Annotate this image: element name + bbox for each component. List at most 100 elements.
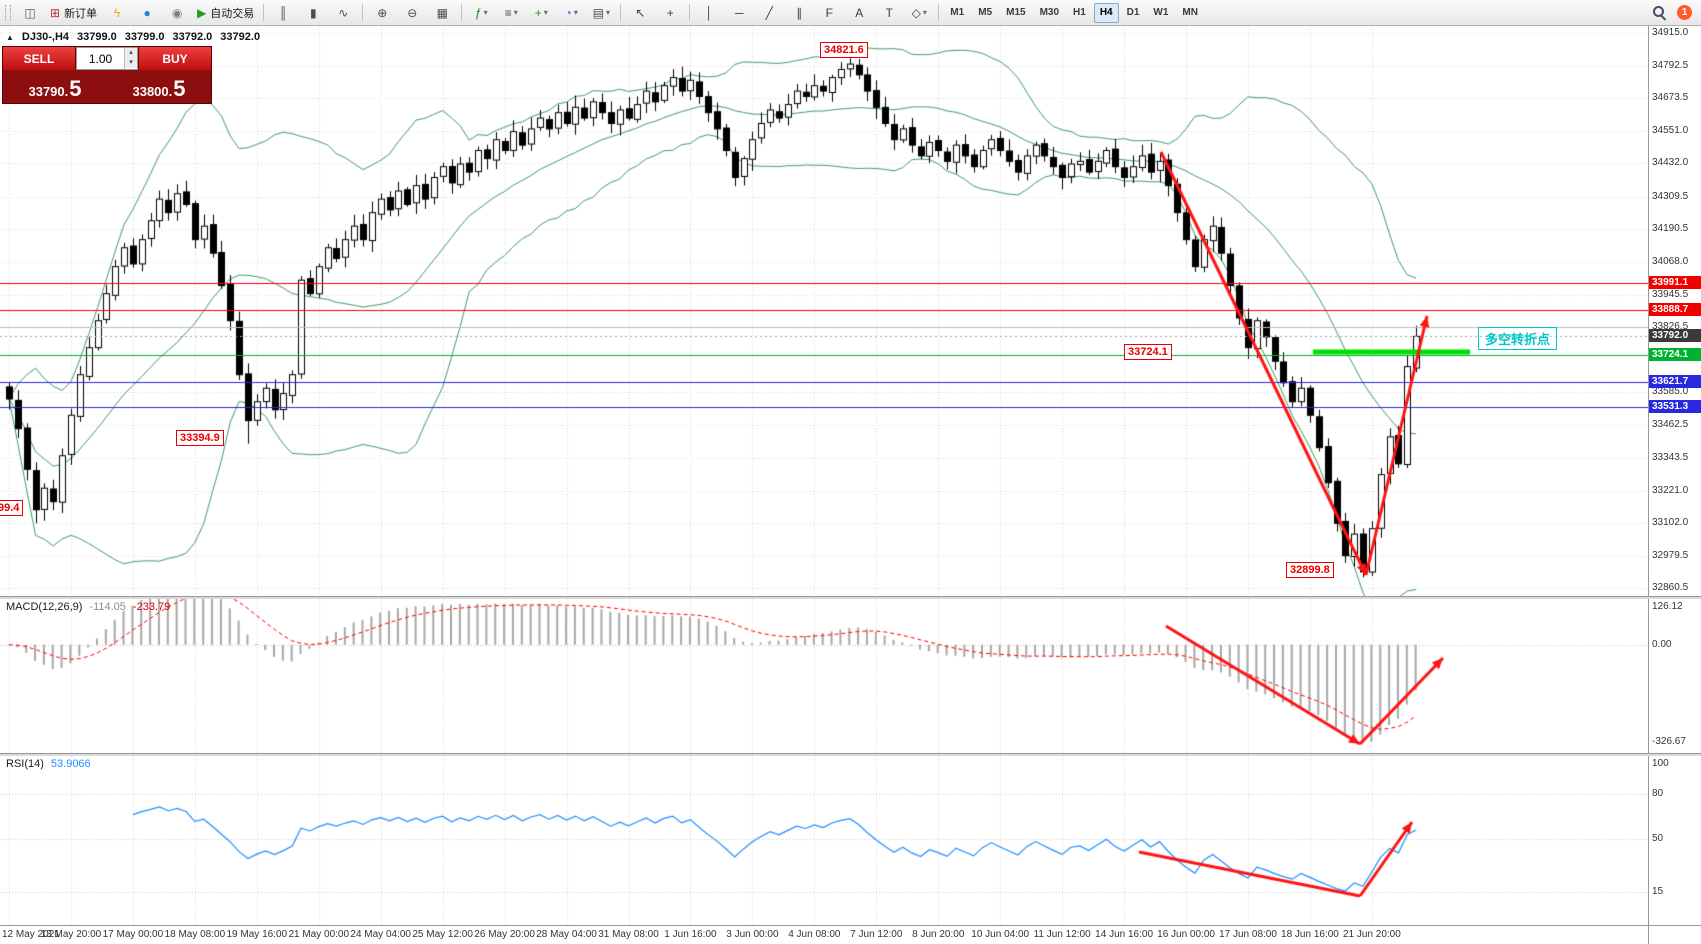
toolbar-button-zoom-out[interactable]: ⊖ (398, 2, 426, 24)
toolbar-button-indicator-list[interactable]: ≡ ▾ (497, 2, 525, 24)
candlestick-chart-icon: ▮ (309, 5, 317, 20)
volume-up-icon[interactable]: ▴ (125, 48, 137, 58)
timeframe-button-h1[interactable]: H1 (1073, 7, 1086, 18)
toolbar-button-tile-windows[interactable]: ▦ (428, 2, 456, 24)
toolbar-button-template[interactable]: ▤ ▾ (587, 2, 615, 24)
price-tick: 34309.5 (1652, 190, 1689, 202)
toolbar-button-period-selector[interactable]: ◔ ▾ (557, 2, 585, 24)
trade-panel-prices-row: 33790. 5 33800. 5 (3, 70, 211, 103)
toolbar-separator (263, 4, 265, 21)
main-chart-canvas[interactable] (0, 26, 1648, 596)
timeframe-button-m15[interactable]: M15 (1006, 7, 1026, 18)
toolbar-button-horizontal-line[interactable]: ─ (725, 2, 753, 24)
timeframe-button-d1[interactable]: D1 (1126, 7, 1140, 18)
timeframe-button-w1[interactable]: W1 (1153, 7, 1169, 18)
annotation-label[interactable]: 多空转折点 (1478, 327, 1558, 350)
toolbar-button-text-label[interactable]: T (875, 2, 903, 24)
toolbar-button-add-object[interactable]: + ▾ (527, 2, 555, 24)
toolbar-button-text[interactable]: A (845, 2, 873, 24)
horizontal-line-icon: ─ (735, 5, 744, 20)
buy-button[interactable]: BUY (138, 47, 211, 70)
toolbar-button-fibonacci[interactable]: F (815, 2, 843, 24)
toolbar-button-trendline[interactable]: ╱ (755, 2, 783, 24)
toolbar-button-cursor[interactable]: ↖ (626, 2, 654, 24)
line-chart-icon: ∿ (338, 5, 349, 20)
toolbar-grip[interactable] (5, 4, 11, 21)
buy-price-text: 33800. (132, 84, 173, 99)
template-icon: ▤ (592, 5, 604, 20)
time-label: 28 May 04:00 (536, 929, 597, 940)
price-callout[interactable]: 33394.9 (176, 430, 224, 446)
search-handle-icon (1660, 15, 1667, 21)
time-label: 3 Jun 00:00 (726, 929, 779, 940)
sell-price: 33790. 5 (3, 70, 107, 103)
timeframe-button-h4[interactable]: H4 (1093, 2, 1119, 23)
time-axis[interactable]: 12 May 2021 13 May 20:00 17 May 00:00 18 Ma… (0, 925, 1701, 944)
notification-badge[interactable]: 1 (1677, 5, 1692, 20)
price-tag: 33724.1 (1649, 347, 1701, 361)
time-label: 25 May 12:00 (412, 929, 473, 940)
timeframe-button-mn[interactable]: MN (1182, 7, 1198, 18)
dropdown-arrow-icon: ▾ (543, 8, 548, 17)
new-order-icon: ⊞ (50, 5, 61, 20)
macd-indicator-canvas[interactable] (0, 599, 1648, 753)
period-selector-icon: ◔ (564, 5, 572, 20)
search-icon[interactable] (1651, 4, 1668, 21)
toolbar-button-line-chart[interactable]: ∿ (329, 2, 357, 24)
price-callout[interactable]: 33724.1 (1124, 344, 1172, 360)
toolbar-button-indicators[interactable]: ƒ ▾ (467, 2, 495, 24)
time-label: 21 May 00:00 (288, 929, 350, 940)
toolbar-button-quick-trading[interactable]: ϟ (103, 2, 131, 24)
price-scale-border (1648, 26, 1649, 944)
volume-field[interactable]: 1.00 ▴ ▾ (76, 47, 138, 70)
trade-panel-toggle-icon[interactable]: ▲ (6, 32, 14, 42)
toolbar-button-bar-chart[interactable]: ║ (269, 2, 297, 24)
dropdown-arrow-icon: ▾ (922, 8, 927, 17)
toolbar-button-market-watch[interactable]: ● (133, 2, 161, 24)
toolbar-button-zoom-in[interactable]: ⊕ (368, 2, 396, 24)
toolbar-button-equidistant-channel[interactable]: ∥ (785, 2, 813, 24)
timeframe-button-m5[interactable]: M5 (978, 7, 993, 18)
volume-down-icon[interactable]: ▾ (125, 58, 137, 68)
market-watch-icon: ● (143, 5, 151, 20)
ohlc-open: 33799.0 (77, 31, 117, 43)
buy-price: 33800. 5 (107, 70, 211, 103)
timeframe-button-m1[interactable]: M1 (950, 7, 965, 18)
data-window-icon: ◉ (171, 5, 183, 20)
time-label: 1 Jun 16:00 (664, 929, 717, 940)
price-tag: 33888.7 (1649, 303, 1701, 317)
toolbar-button-vertical-line[interactable]: │ (695, 2, 723, 24)
price-tick: 34190.5 (1652, 222, 1689, 234)
time-label: 8 Jun 20:00 (912, 929, 965, 940)
time-label: 21 Jun 20:00 (1342, 929, 1401, 940)
time-label: 31 May 08:00 (598, 929, 659, 940)
arrows-shapes-icon: ◇ (911, 5, 921, 20)
price-tick: 34432.0 (1652, 157, 1689, 169)
sell-button[interactable]: SELL (3, 47, 76, 70)
trendline-icon: ╱ (765, 5, 773, 20)
toolbar-button-auto-trading[interactable]: ▶ 自动交易 (193, 2, 258, 24)
price-callout[interactable]: 34821.6 (820, 42, 868, 58)
rsi-panel-splitter[interactable] (0, 753, 1701, 756)
toolbar-button-new-order[interactable]: ⊞ 新订单 (46, 2, 101, 24)
toolbar-button-new-chart[interactable]: ◫ (16, 2, 44, 24)
macd-panel-splitter[interactable] (0, 596, 1701, 599)
new-chart-icon: ◫ (24, 5, 36, 20)
time-label: 18 Jun 16:00 (1281, 929, 1339, 940)
toolbar-button-arrows-shapes[interactable]: ◇ ▾ (905, 2, 933, 24)
crosshair-icon: + (666, 5, 674, 20)
toolbar-button-candlestick-chart[interactable]: ▮ (299, 2, 327, 24)
price-callout[interactable]: 32899.8 (1286, 562, 1334, 578)
rsi-indicator-canvas[interactable] (0, 756, 1648, 925)
toolbar-button-data-window[interactable]: ◉ (163, 2, 191, 24)
timeframe-button-m30[interactable]: M30 (1039, 7, 1060, 18)
time-label: 11 Jun 12:00 (1033, 929, 1091, 940)
time-label: 24 May 04:00 (350, 929, 411, 940)
price-callout[interactable]: 99.4 (0, 500, 24, 516)
timeframe-group: M1 M5 M15 M30 H1 H4 D1 W1 MN (943, 2, 1205, 23)
indicators-icon: ƒ (474, 5, 482, 20)
toolbar-button-crosshair[interactable]: + (656, 2, 684, 24)
zoom-in-icon: ⊕ (377, 5, 388, 20)
symbol-timeframe-label: DJ30-,H4 (21, 31, 69, 43)
